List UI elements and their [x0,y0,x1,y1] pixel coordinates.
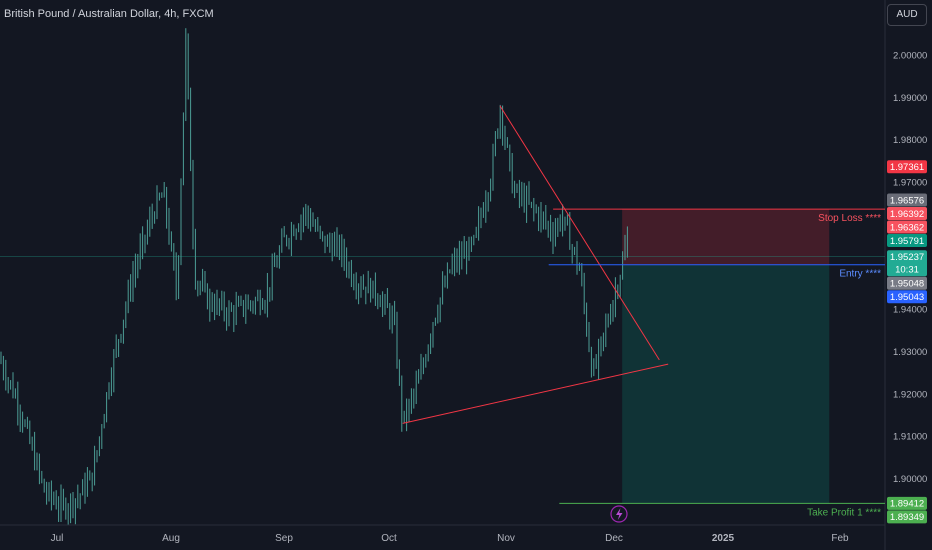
price-label: 1.96576 [890,195,924,206]
price-label-box [887,234,927,248]
price-label: 1.95237 [890,252,924,263]
price-label: 1.95048 [890,278,924,289]
trendline [402,363,669,424]
price-label-box [887,193,927,207]
x-tick-label: Feb [831,533,849,544]
lightning-icon-bolt [616,508,623,520]
price-label: 1.89412 [890,499,924,510]
y-tick-label: 1.99000 [893,93,927,104]
price-label: 1.89349 [890,512,924,523]
price-label-box [887,207,927,221]
x-tick-label: Jul [51,533,64,544]
countdown-label: 10:31 [895,265,919,276]
x-tick-label: Dec [605,533,623,544]
lightning-icon[interactable] [610,505,628,523]
price-label-box [887,496,927,510]
entry-label: Entry **** [839,269,881,280]
y-tick-label: 1.92000 [893,389,927,400]
y-tick-label: 1.94000 [893,305,927,316]
take-profit-label: Take Profit 1 **** [807,507,881,518]
x-tick-label: Nov [497,533,515,544]
price-label: 1.95791 [890,236,924,247]
price-label: 1.97361 [890,162,924,173]
chart-title: British Pound / Australian Dollar, 4h, F… [4,8,214,20]
price-label: 1.95043 [890,292,924,303]
price-label-box [887,250,927,277]
price-label: 1.96362 [890,222,924,233]
y-tick-label: 1.93000 [893,347,927,358]
trendline [499,105,660,361]
price-label-box [887,290,927,304]
stop-loss-zone [622,209,830,265]
y-tick-label: 1.91000 [893,432,927,443]
price-label-box [887,510,927,524]
take-profit-zone [622,264,830,504]
price-label: 1.96392 [890,209,924,220]
x-tick-label: 2025 [712,533,735,544]
x-tick-label: Aug [162,533,180,544]
lightning-icon-ring [610,505,628,523]
y-tick-label: 2.00000 [893,51,927,62]
x-tick-label: Sep [275,533,293,544]
x-tick-label: Oct [381,533,397,544]
y-tick-label: 1.97000 [893,178,927,189]
y-tick-label: 1.98000 [893,135,927,146]
price-label-box [887,220,927,234]
stop-loss-label: Stop Loss **** [818,213,881,224]
price-label-box [887,160,927,174]
price-label-box [887,276,927,290]
y-tick-label: 1.90000 [893,474,927,485]
currency-button[interactable]: AUD [887,4,927,26]
